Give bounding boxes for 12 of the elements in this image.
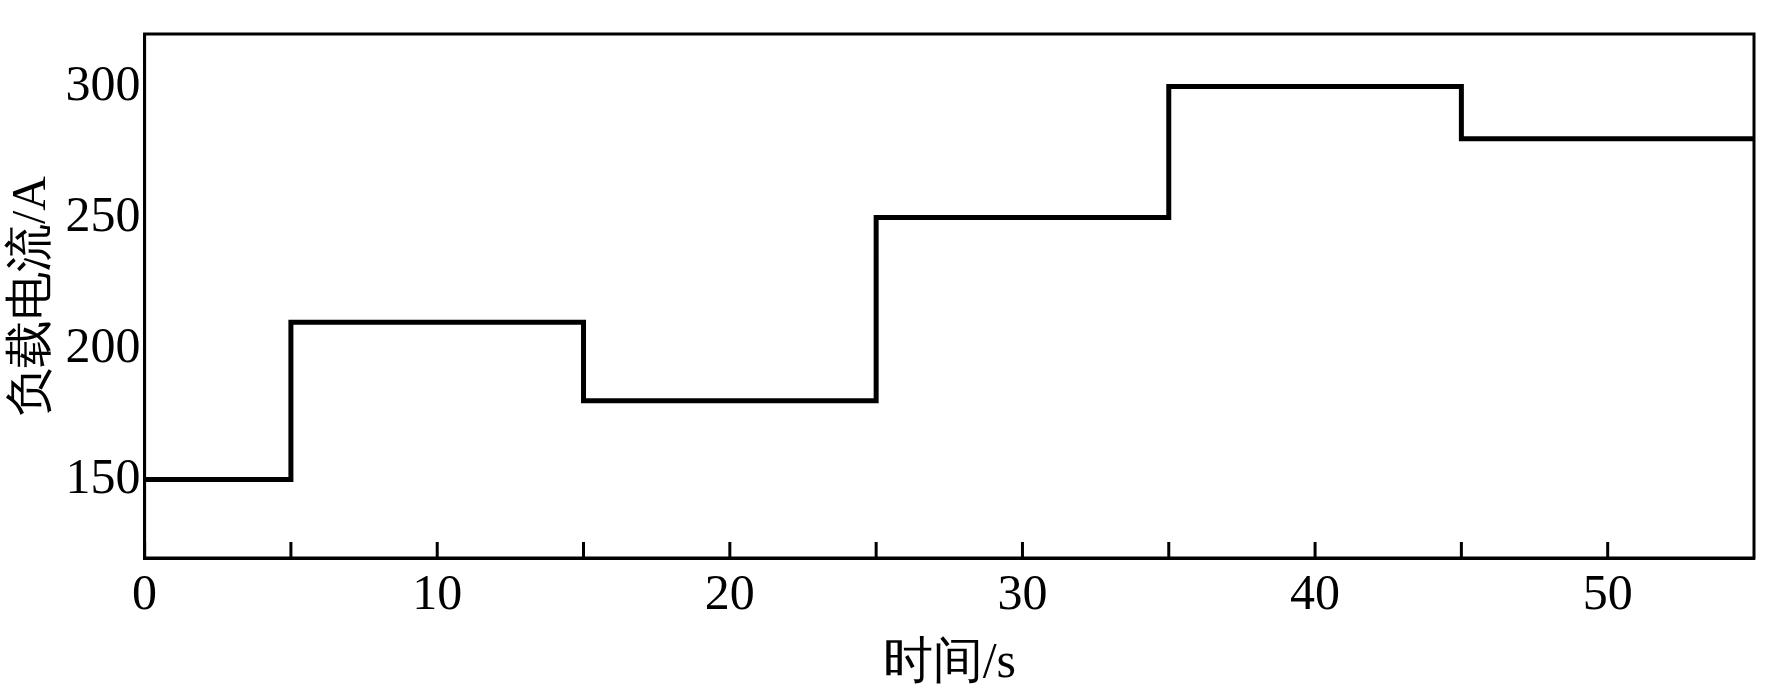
x-tick-label: 30 [997,564,1048,621]
y-tick-label: 150 [65,447,141,504]
x-tick-label: 10 [412,564,463,621]
y-tick-label: 200 [65,316,141,373]
x-tick-label: 20 [704,564,755,621]
y-axis-title: 负载电流/A [2,175,56,416]
x-tick-label: 0 [132,564,158,621]
x-axis-title: 时间/s [882,632,1016,689]
x-tick-label: 50 [1582,564,1633,621]
y-tick-label: 300 [65,54,141,111]
x-tick-label: 40 [1290,564,1341,621]
y-tick-label: 250 [65,185,141,242]
